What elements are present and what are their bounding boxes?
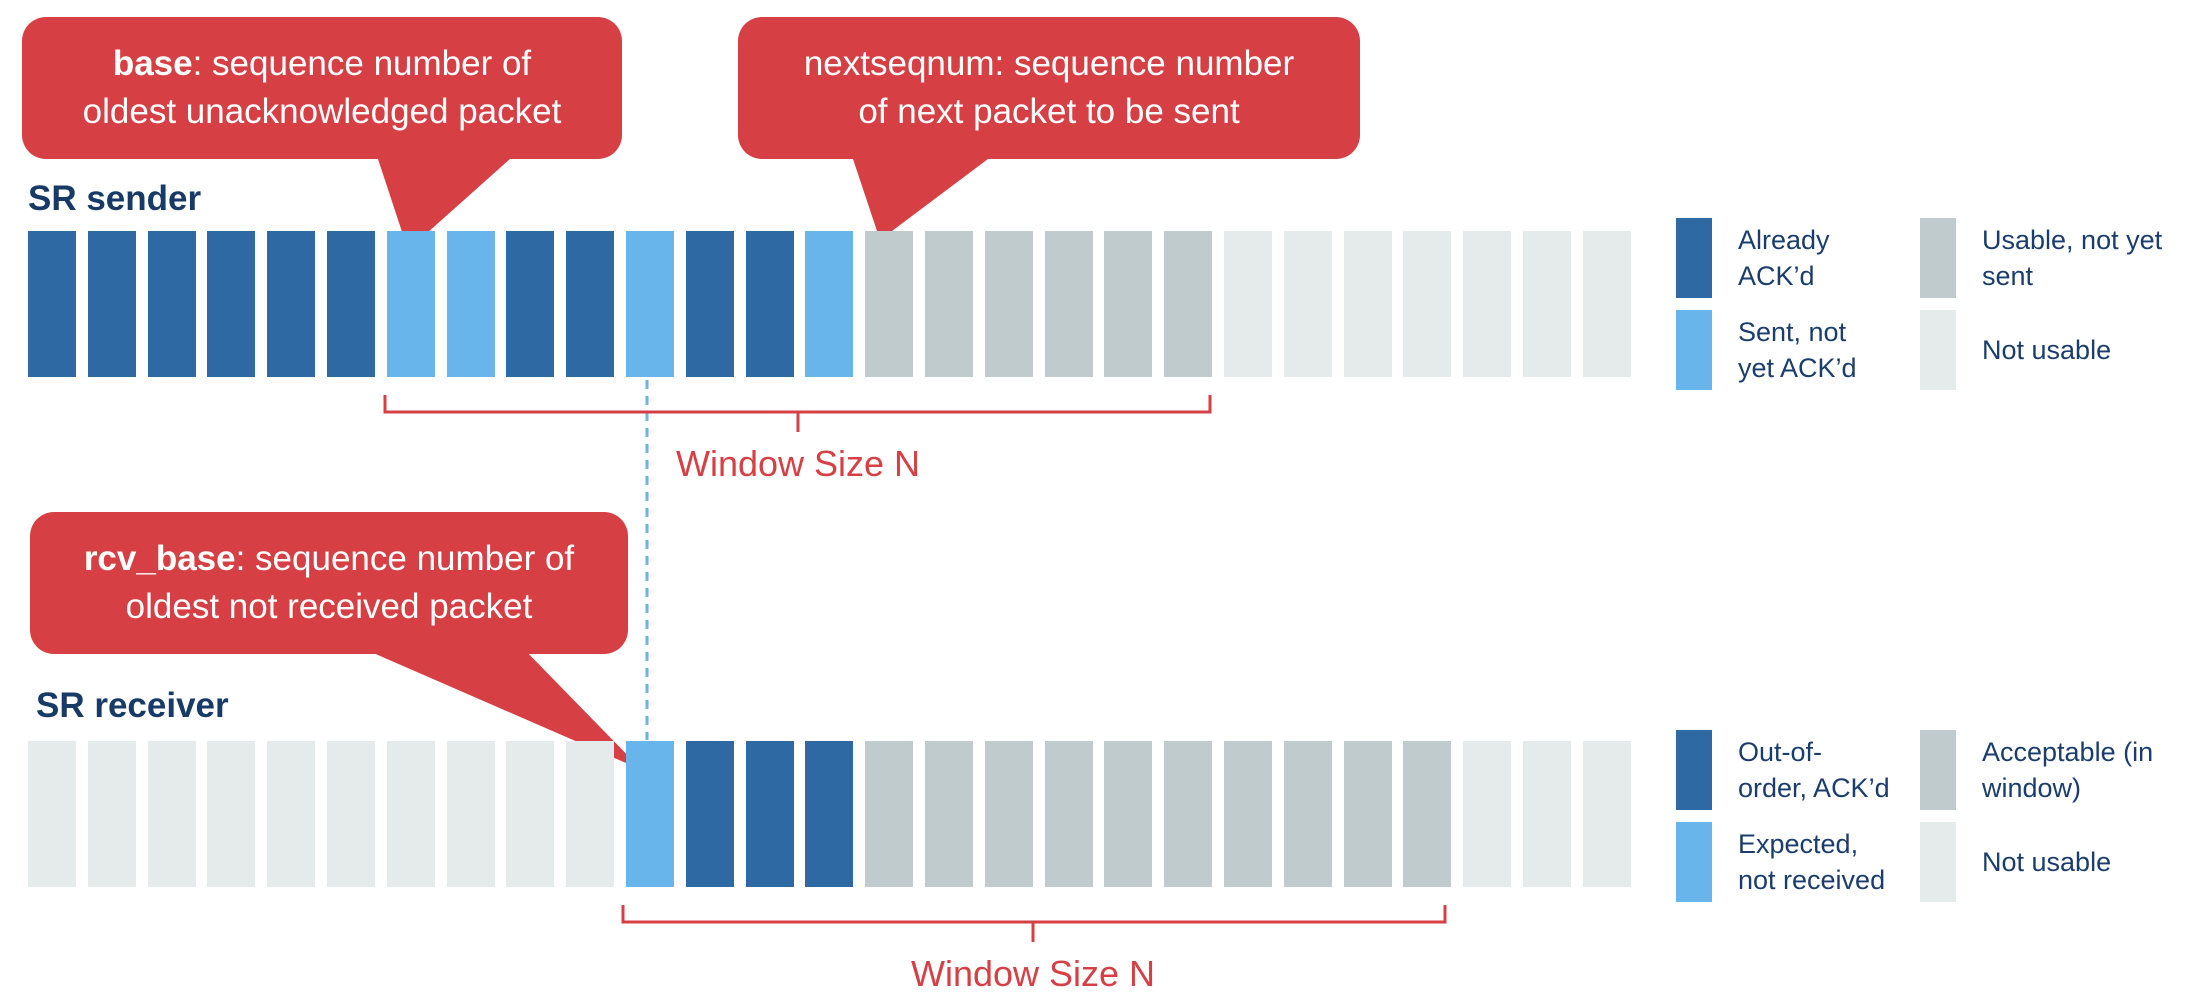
- receiver-packet-usable: [1284, 741, 1332, 887]
- receiver-packet-usable: [985, 741, 1033, 887]
- sender-packet-usable: [865, 231, 913, 377]
- nextseqnum-callout-tail: [850, 150, 1000, 240]
- sender-packet-not-usable: [1583, 231, 1631, 377]
- receiver-legend-swatch-ack: [1676, 730, 1712, 810]
- sender-packet-ack: [28, 231, 76, 377]
- sender-packet-usable: [925, 231, 973, 377]
- nextseqnum-callout: nextseqnum: sequence number of next pack…: [738, 17, 1360, 159]
- sender-packet-ack: [267, 231, 315, 377]
- receiver-packet-not-usable: [566, 741, 614, 887]
- receiver-packet-usable: [1164, 741, 1212, 887]
- sender-packet-not-usable: [1463, 231, 1511, 377]
- sender-legend-swatch-ack: [1676, 218, 1712, 298]
- base-callout-rest: : sequence number of: [192, 44, 532, 83]
- sender-packet-not-usable: [1344, 231, 1392, 377]
- receiver-legend-swatch-usable: [1920, 730, 1956, 810]
- receiver-packet-usable: [1104, 741, 1152, 887]
- sender-packet-usable: [1164, 231, 1212, 377]
- sender-legend-label-sent: Sent, not yet ACK’d: [1738, 317, 1857, 383]
- receiver-packet-ack: [686, 741, 734, 887]
- receiver-packet-not-usable: [88, 741, 136, 887]
- sender-legend-label-not-usable: Not usable: [1982, 335, 2112, 365]
- receiver-packet-sent: [626, 741, 674, 887]
- receiver-legend-label-not-usable: Not usable: [1982, 847, 2112, 877]
- sender-packet-ack: [566, 231, 614, 377]
- receiver-window-bracket: [621, 905, 1447, 942]
- sender-packet-not-usable: [1284, 231, 1332, 377]
- receiver-packet-usable: [1224, 741, 1272, 887]
- rcv-base-callout: rcv_base: sequence number of oldest not …: [30, 512, 628, 654]
- sender-packet-ack: [506, 231, 554, 377]
- receiver-packet-not-usable: [506, 741, 554, 887]
- base-callout-line1: base: sequence number of: [22, 40, 622, 88]
- receiver-packet-usable: [1045, 741, 1093, 887]
- receiver-packet-not-usable: [207, 741, 255, 887]
- sender-legend-swatch-usable: [1920, 218, 1956, 298]
- receiver-packet-ack: [746, 741, 794, 887]
- sender-packet-not-usable: [1523, 231, 1571, 377]
- sender-packet-sent: [805, 231, 853, 377]
- receiver-legend-label-usable: Acceptable (in window): [1982, 737, 2154, 803]
- nextseqnum-callout-line1: nextseqnum: sequence number: [803, 44, 1295, 83]
- receiver-title: SR receiver: [36, 686, 229, 725]
- sender-window-bracket: [383, 395, 1212, 432]
- sender-packet-sent: [626, 231, 674, 377]
- receiver-packet-not-usable: [1523, 741, 1571, 887]
- rcv-base-callout-tail: [355, 645, 642, 770]
- sender-legend-swatch-not-usable: [1920, 310, 1956, 390]
- sender-packet-sent: [447, 231, 495, 377]
- receiver-legend-label-sent: Expected, not received: [1738, 829, 1886, 895]
- base-term: base: [112, 44, 193, 83]
- sender-packet-ack: [746, 231, 794, 377]
- sender-packet-sent: [387, 231, 435, 377]
- receiver-packet-not-usable: [148, 741, 196, 887]
- rcv-base-callout-rest: : sequence number of: [235, 539, 575, 578]
- rcv-base-term: rcv_base: [83, 539, 236, 578]
- nextseqnum-callout-line2: of next packet to be sent: [858, 92, 1240, 131]
- sender-packet-usable: [1104, 231, 1152, 377]
- sender-packet-ack: [327, 231, 375, 377]
- sender-packet-usable: [1045, 231, 1093, 377]
- rcv-base-callout-line2: oldest not received packet: [125, 587, 533, 626]
- base-callout: base: sequence number of oldest unacknow…: [22, 17, 622, 159]
- sender-packet-ack: [207, 231, 255, 377]
- receiver-packet-not-usable: [1583, 741, 1631, 887]
- sender-packet-ack: [148, 231, 196, 377]
- sender-packet-usable: [985, 231, 1033, 377]
- sender-legend-label-usable: Usable, not yet sent: [1982, 225, 2163, 291]
- sender-packet-ack: [686, 231, 734, 377]
- receiver-packet-usable: [865, 741, 913, 887]
- base-callout-tail: [375, 150, 520, 250]
- rcv-base-callout-line1: rcv_base: sequence number of: [30, 535, 628, 583]
- receiver-legend-label-ack: Out-of- order, ACK’d: [1738, 737, 1890, 803]
- sender-packet-ack: [88, 231, 136, 377]
- receiver-window-label: Window Size N: [910, 953, 1156, 994]
- receiver-packet-not-usable: [387, 741, 435, 887]
- sender-title: SR sender: [28, 179, 202, 218]
- sender-legend-label-ack: Already ACK’d: [1738, 225, 1830, 291]
- receiver-legend-swatch-not-usable: [1920, 822, 1956, 902]
- sender-packet-not-usable: [1403, 231, 1451, 377]
- receiver-packet-not-usable: [28, 741, 76, 887]
- sender-window-label: Window Size N: [675, 443, 921, 484]
- receiver-packet-not-usable: [327, 741, 375, 887]
- sender-legend-swatch-sent: [1676, 310, 1712, 390]
- receiver-packet-not-usable: [447, 741, 495, 887]
- receiver-packet-usable: [925, 741, 973, 887]
- receiver-packet-usable: [1344, 741, 1392, 887]
- sender-packet-not-usable: [1224, 231, 1272, 377]
- receiver-packet-usable: [1403, 741, 1451, 887]
- base-callout-line2: oldest unacknowledged packet: [82, 92, 562, 131]
- receiver-packet-not-usable: [267, 741, 315, 887]
- receiver-packet-not-usable: [1463, 741, 1511, 887]
- receiver-legend-swatch-sent: [1676, 822, 1712, 902]
- receiver-packet-ack: [805, 741, 853, 887]
